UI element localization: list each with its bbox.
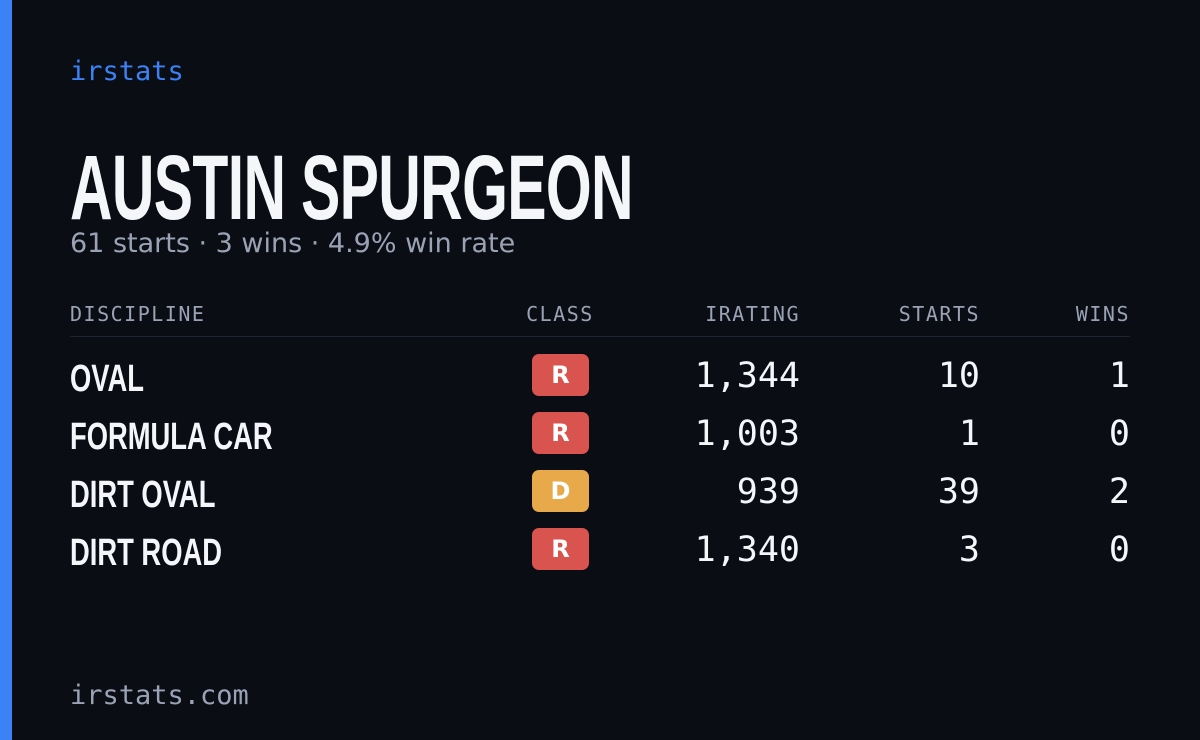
brand: irstats [70,56,184,87]
summary: 61 starts · 3 wins · 4.9% win rate [70,228,516,259]
wins-value: 0 [1108,414,1130,454]
column-header: DISCIPLINE [70,302,206,326]
irating-value: 939 [736,472,800,512]
starts-value: 1 [958,414,980,454]
wins-value: 0 [1108,530,1130,570]
class-badge: R [532,412,589,454]
footer-url: irstats.com [70,680,249,711]
discipline: DIRT ROAD [70,532,222,574]
discipline: DIRT OVAL [70,474,216,516]
driver-name: AUSTIN SPURGEON [70,137,634,239]
column-header: IRATING [705,302,800,326]
wins-value: 1 [1108,356,1130,396]
class-badge: R [532,354,589,396]
irating-value: 1,344 [694,356,800,396]
starts-value: 3 [958,530,980,570]
starts-value: 10 [937,356,980,396]
column-header: STARTS [898,302,980,326]
irating-value: 1,003 [694,414,800,454]
discipline: OVAL [70,358,144,400]
class-badge: D [532,470,589,512]
class-badge: R [532,528,589,570]
wins-value: 2 [1108,472,1130,512]
accent-bar [0,0,12,740]
divider [70,336,1130,337]
column-header: CLASS [526,302,594,326]
column-header: WINS [1075,302,1130,326]
starts-value: 39 [937,472,980,512]
irating-value: 1,340 [694,530,800,570]
discipline: FORMULA CAR [70,416,273,458]
